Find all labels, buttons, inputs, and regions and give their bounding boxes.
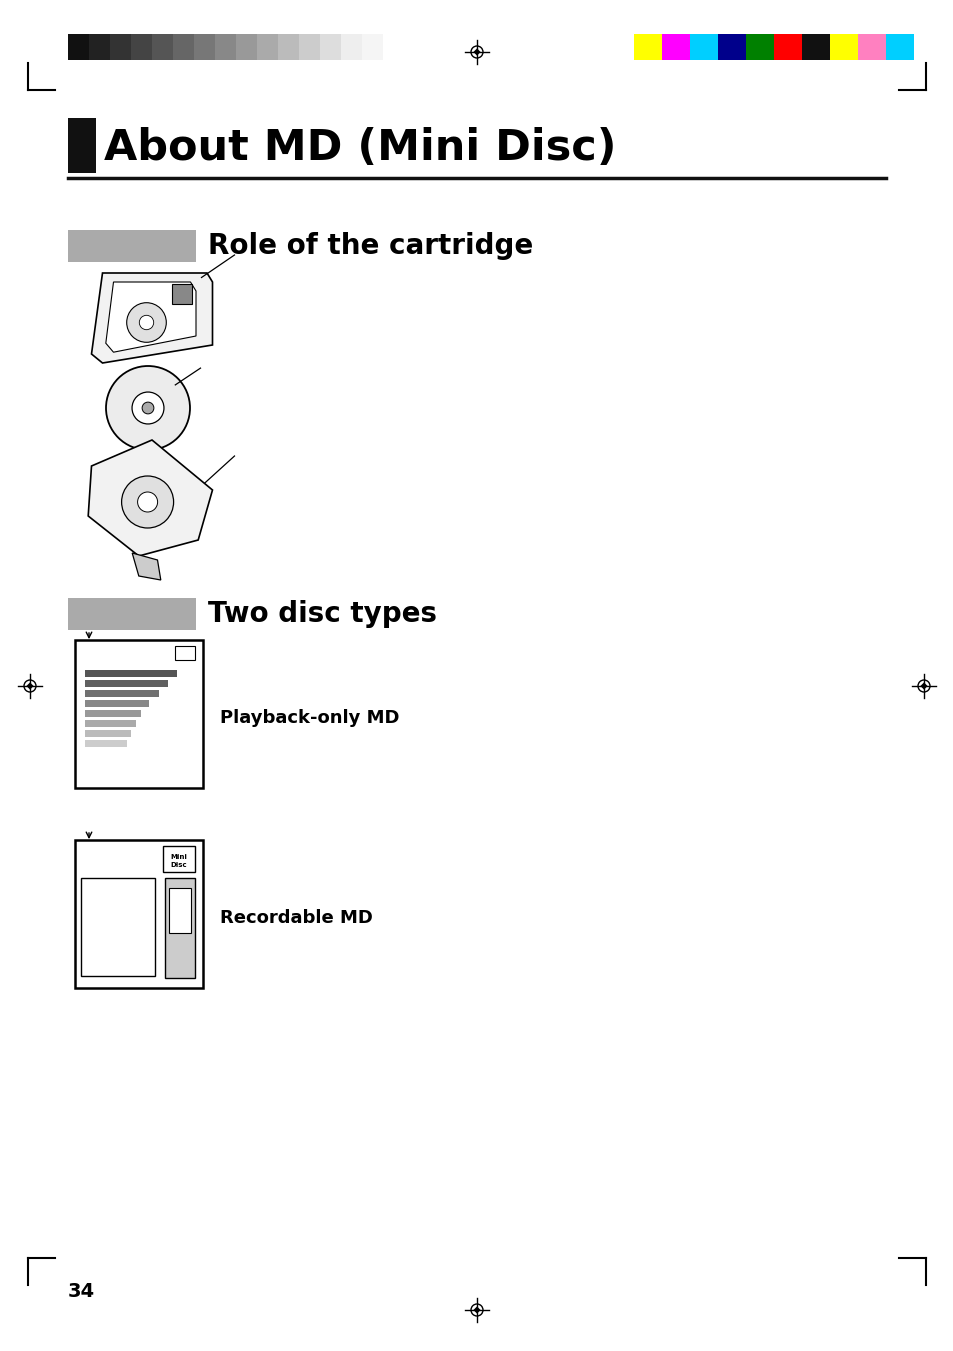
Bar — [85, 670, 177, 677]
Circle shape — [142, 403, 153, 413]
Bar — [89, 34, 110, 59]
Circle shape — [137, 492, 157, 512]
Text: Role of the cartridge: Role of the cartridge — [208, 232, 533, 259]
Text: Two disc types: Two disc types — [208, 600, 436, 628]
Polygon shape — [473, 49, 480, 55]
Circle shape — [127, 303, 166, 342]
Bar — [131, 34, 152, 59]
Bar — [68, 34, 89, 59]
Polygon shape — [91, 273, 213, 363]
Circle shape — [121, 476, 173, 528]
Polygon shape — [106, 282, 195, 353]
Bar — [110, 34, 131, 59]
Bar — [68, 230, 195, 262]
Polygon shape — [27, 682, 33, 689]
Bar — [319, 34, 340, 59]
Circle shape — [132, 392, 164, 424]
Bar — [361, 34, 382, 59]
Bar — [193, 34, 214, 59]
Bar — [661, 34, 689, 59]
Polygon shape — [88, 440, 213, 557]
Bar — [152, 34, 172, 59]
Bar — [235, 34, 256, 59]
Bar — [172, 34, 193, 59]
Polygon shape — [920, 682, 926, 689]
Bar — [256, 34, 277, 59]
Bar — [718, 34, 745, 59]
Bar — [81, 878, 155, 975]
Bar — [340, 34, 361, 59]
Circle shape — [106, 366, 190, 450]
Bar — [68, 118, 96, 173]
Text: About MD (Mini Disc): About MD (Mini Disc) — [104, 127, 616, 169]
Text: Recordable MD: Recordable MD — [220, 909, 373, 927]
Bar — [689, 34, 718, 59]
Bar — [745, 34, 773, 59]
Bar — [169, 888, 191, 934]
Bar — [885, 34, 913, 59]
Bar — [163, 846, 194, 871]
Polygon shape — [132, 553, 161, 580]
Bar — [829, 34, 857, 59]
Text: Playback-only MD: Playback-only MD — [220, 709, 399, 727]
Text: 34: 34 — [68, 1282, 95, 1301]
Bar — [165, 878, 194, 978]
Polygon shape — [473, 1306, 480, 1313]
Text: Mini: Mini — [171, 854, 187, 861]
Bar — [85, 720, 136, 727]
Bar — [85, 711, 141, 717]
Bar — [634, 34, 661, 59]
Bar — [85, 690, 159, 697]
Bar — [773, 34, 801, 59]
Bar — [214, 34, 235, 59]
Text: Disc: Disc — [171, 862, 187, 867]
Bar — [75, 640, 203, 788]
Bar — [174, 646, 194, 661]
Bar — [801, 34, 829, 59]
Bar — [85, 740, 127, 747]
Bar — [857, 34, 885, 59]
Bar — [85, 730, 131, 738]
Bar — [277, 34, 298, 59]
Bar — [75, 840, 203, 988]
Bar — [85, 680, 168, 688]
Bar — [172, 284, 192, 304]
Circle shape — [139, 315, 153, 330]
Bar — [298, 34, 319, 59]
Bar — [85, 700, 149, 707]
Bar — [68, 598, 195, 630]
